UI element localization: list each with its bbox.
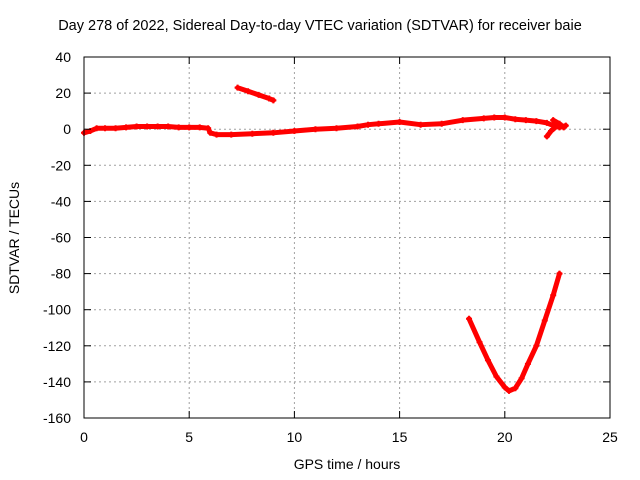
y-tick-label: 0 — [63, 121, 71, 137]
data-point — [512, 116, 519, 123]
data-point — [123, 124, 130, 131]
data-point — [476, 339, 483, 346]
x-tick-label: 15 — [392, 429, 408, 445]
data-point — [417, 121, 424, 128]
data-point — [133, 123, 140, 130]
data-point — [512, 385, 519, 392]
data-point — [228, 131, 235, 138]
data-point — [365, 121, 372, 128]
data-point — [459, 117, 466, 124]
y-tick-label: 40 — [55, 49, 71, 65]
x-tick-label: 0 — [80, 429, 88, 445]
data-point — [291, 128, 298, 135]
data-point — [312, 126, 319, 133]
y-tick-label: -40 — [51, 193, 71, 209]
y-tick-label: -100 — [43, 302, 71, 318]
data-point — [205, 125, 212, 132]
data-point — [396, 118, 403, 125]
x-axis-label: GPS time / hours — [293, 456, 401, 472]
data-point — [556, 120, 563, 127]
data-point — [438, 120, 445, 127]
data-point — [186, 124, 193, 131]
y-tick-label: -60 — [51, 230, 71, 246]
data-point — [154, 123, 161, 130]
data-point — [175, 124, 182, 131]
axis-ticks: 0 5 10 15 20 25 40 20 0 -20 -40 -60 -80 -100 -120 -140 -… — [43, 49, 618, 445]
data-point — [548, 128, 555, 135]
y-axis-label: SDTVAR / TECUs — [6, 181, 22, 295]
data-point — [501, 114, 508, 121]
y-tick-label: -20 — [51, 157, 71, 173]
data-point — [480, 115, 487, 122]
data-point — [102, 125, 109, 132]
grid — [84, 57, 610, 418]
data-point — [550, 117, 557, 124]
data-point — [543, 133, 550, 140]
data-point — [541, 317, 548, 324]
data-point — [533, 342, 540, 349]
data-point — [333, 125, 340, 132]
data-point — [375, 120, 382, 127]
data-point — [501, 384, 508, 391]
data-point — [144, 123, 151, 130]
data-point — [266, 95, 273, 102]
data-point — [234, 84, 241, 91]
data-point — [560, 124, 567, 131]
data-point — [484, 357, 491, 364]
y-tick-label: -80 — [51, 266, 71, 282]
data-point — [556, 270, 563, 277]
data-point — [207, 129, 214, 136]
plot-border — [83, 56, 611, 419]
data-point — [524, 360, 531, 367]
data-series — [81, 84, 569, 394]
data-point — [491, 114, 498, 121]
data-point — [543, 119, 550, 126]
data-point — [550, 292, 557, 299]
data-point — [245, 88, 252, 95]
data-point — [270, 97, 277, 104]
data-point — [354, 123, 361, 130]
data-point — [93, 125, 100, 132]
x-tick-label: 5 — [185, 429, 193, 445]
y-tick-label: -120 — [43, 338, 71, 354]
x-tick-label: 20 — [497, 429, 513, 445]
data-point — [255, 91, 262, 98]
x-tick-label: 25 — [602, 429, 618, 445]
y-tick-label: 20 — [55, 85, 71, 101]
data-point — [165, 123, 172, 130]
data-point — [493, 373, 500, 380]
data-point — [533, 118, 540, 125]
data-point — [270, 129, 277, 136]
data-point — [112, 125, 119, 132]
data-point — [249, 130, 256, 137]
data-point — [196, 124, 203, 131]
y-tick-label: -160 — [43, 410, 71, 426]
data-point — [522, 117, 529, 124]
series-dip — [466, 271, 563, 394]
data-point — [518, 375, 525, 382]
data-point — [213, 131, 220, 138]
x-tick-label: 10 — [287, 429, 303, 445]
data-point — [466, 315, 473, 322]
y-tick-label: -140 — [43, 374, 71, 390]
data-point — [506, 387, 513, 394]
chart-title: Day 278 of 2022, Sidereal Day-to-day VTE… — [58, 18, 582, 34]
